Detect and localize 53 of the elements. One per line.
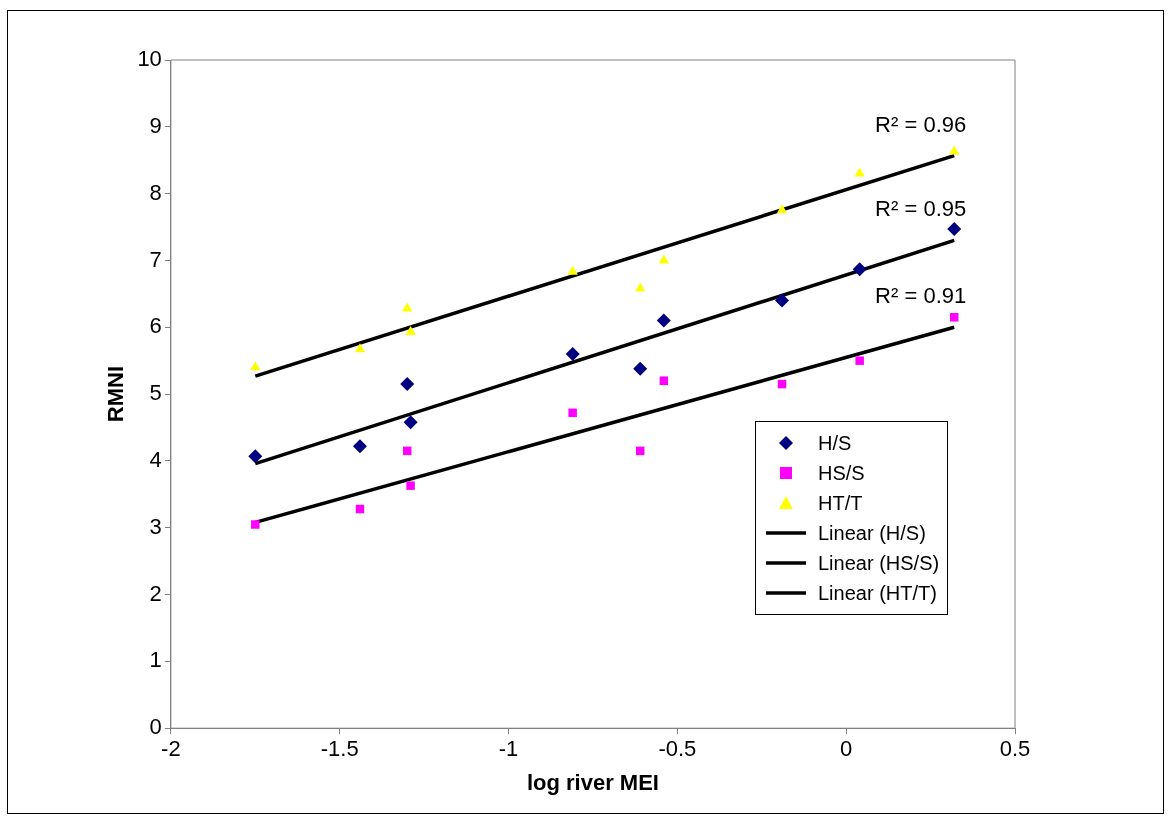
legend-label: Linear (H/S)	[818, 521, 926, 545]
y-tick-label: 1	[149, 647, 162, 673]
point	[949, 313, 959, 322]
point	[406, 481, 415, 490]
point	[633, 361, 648, 376]
y-tick-label: 3	[149, 513, 162, 539]
x-tick-label: -1	[498, 736, 519, 762]
y-tick-label: 8	[149, 179, 162, 205]
point	[567, 265, 578, 275]
point	[947, 222, 962, 237]
point	[354, 343, 366, 353]
legend-label: HS/S	[818, 461, 865, 485]
legend-label: H/S	[818, 431, 852, 455]
point	[250, 361, 261, 371]
y-tick-label: 7	[149, 246, 162, 272]
point	[656, 313, 671, 328]
point	[568, 408, 577, 418]
x-tick-label: 0.5	[999, 736, 1031, 762]
point	[776, 204, 788, 214]
point	[403, 415, 418, 430]
point	[251, 520, 260, 529]
y-tick-label: 4	[149, 446, 162, 472]
x-tick-label: -2	[161, 736, 181, 762]
x-tick-label: -0.5	[658, 736, 697, 762]
point	[949, 145, 960, 155]
y-tick-label: 9	[149, 112, 162, 138]
point	[400, 377, 415, 392]
point	[565, 347, 580, 362]
point	[352, 439, 367, 454]
annotation: R² = 0.96	[875, 111, 967, 137]
point	[405, 325, 416, 335]
point	[854, 167, 865, 177]
x-axis-title: log river MEI	[526, 769, 659, 795]
point	[852, 262, 867, 277]
point	[248, 449, 263, 464]
annotation: R² = 0.91	[875, 283, 967, 309]
annotation: R² = 0.95	[875, 196, 967, 222]
point	[855, 356, 864, 365]
legend-label: Linear (HT/T)	[818, 581, 937, 605]
y-tick-label: 5	[149, 380, 162, 406]
y-tick-label: 10	[137, 46, 162, 72]
y-tick-label: 0	[149, 714, 162, 740]
point	[635, 282, 646, 292]
y-tick-label: 6	[149, 313, 162, 339]
legend-label: Linear (HS/S)	[818, 551, 940, 575]
y-axis-title: RMNI	[103, 365, 129, 423]
point	[659, 376, 669, 385]
x-tick-label: 0	[840, 736, 853, 762]
point	[402, 302, 413, 312]
x-tick-label: -1.5	[320, 736, 359, 762]
point	[775, 293, 790, 308]
y-tick-label: 2	[149, 580, 162, 606]
legend-label: HT/T	[818, 491, 863, 515]
